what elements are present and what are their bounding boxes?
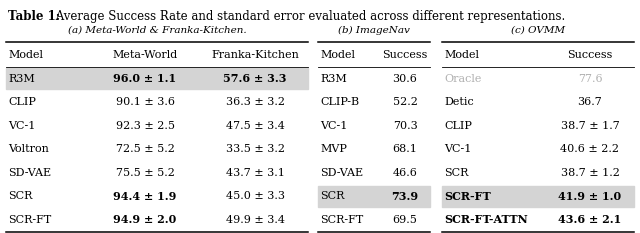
Text: 96.0 ± 1.1: 96.0 ± 1.1 — [113, 73, 177, 84]
Text: 72.5 ± 5.2: 72.5 ± 5.2 — [116, 144, 175, 154]
Text: SCR: SCR — [320, 191, 344, 201]
Text: Table 1:: Table 1: — [8, 10, 60, 23]
Text: 36.3 ± 3.2: 36.3 ± 3.2 — [225, 97, 285, 107]
Text: Voltron: Voltron — [8, 144, 49, 154]
Text: 46.6: 46.6 — [392, 168, 417, 178]
Text: 38.7 ± 1.7: 38.7 ± 1.7 — [561, 121, 620, 131]
Text: 33.5 ± 3.2: 33.5 ± 3.2 — [225, 144, 285, 154]
Text: 43.7 ± 3.1: 43.7 ± 3.1 — [225, 168, 284, 178]
Text: SCR-FT: SCR-FT — [320, 215, 364, 225]
Text: MVP: MVP — [320, 144, 347, 154]
Bar — [442, 186, 634, 207]
Text: 92.3 ± 2.5: 92.3 ± 2.5 — [115, 121, 175, 131]
Text: 68.1: 68.1 — [392, 144, 417, 154]
Text: Franka-Kitchen: Franka-Kitchen — [211, 50, 299, 60]
Text: 30.6: 30.6 — [392, 74, 417, 84]
Text: Average Success Rate and standard error evaluated across different representatio: Average Success Rate and standard error … — [52, 10, 565, 23]
Text: 77.6: 77.6 — [578, 74, 602, 84]
Text: R3M: R3M — [320, 74, 347, 84]
Text: (a) Meta-World & Franka-Kitchen.: (a) Meta-World & Franka-Kitchen. — [68, 25, 246, 34]
Text: 43.6 ± 2.1: 43.6 ± 2.1 — [558, 214, 621, 225]
Text: Detic: Detic — [444, 97, 474, 107]
Text: (b) ImageNav: (b) ImageNav — [338, 25, 410, 34]
Text: 52.2: 52.2 — [392, 97, 417, 107]
Text: 94.4 ± 1.9: 94.4 ± 1.9 — [113, 191, 177, 202]
Text: 49.9 ± 3.4: 49.9 ± 3.4 — [225, 215, 285, 225]
Text: 70.3: 70.3 — [392, 121, 417, 131]
Text: SCR-FT: SCR-FT — [8, 215, 51, 225]
Text: CLIP: CLIP — [444, 121, 472, 131]
Text: 73.9: 73.9 — [392, 191, 419, 202]
Text: 36.7: 36.7 — [578, 97, 602, 107]
Text: VC-1: VC-1 — [444, 144, 472, 154]
Text: 41.9 ± 1.0: 41.9 ± 1.0 — [559, 191, 621, 202]
Text: VC-1: VC-1 — [320, 121, 348, 131]
Text: CLIP: CLIP — [8, 97, 36, 107]
Text: CLIP-B: CLIP-B — [320, 97, 359, 107]
Text: Meta-World: Meta-World — [113, 50, 178, 60]
Text: SCR: SCR — [444, 168, 468, 178]
Bar — [6, 69, 308, 89]
Text: 57.6 ± 3.3: 57.6 ± 3.3 — [223, 73, 287, 84]
Bar — [318, 186, 430, 207]
Text: 90.1 ± 3.6: 90.1 ± 3.6 — [115, 97, 175, 107]
Text: Model: Model — [320, 50, 355, 60]
Text: Model: Model — [444, 50, 479, 60]
Text: 45.0 ± 3.3: 45.0 ± 3.3 — [225, 191, 285, 201]
Text: 47.5 ± 3.4: 47.5 ± 3.4 — [225, 121, 284, 131]
Text: 94.9 ± 2.0: 94.9 ± 2.0 — [113, 214, 177, 225]
Text: R3M: R3M — [8, 74, 35, 84]
Text: SCR: SCR — [8, 191, 33, 201]
Text: Success: Success — [382, 50, 428, 60]
Text: SD-VAE: SD-VAE — [8, 168, 51, 178]
Text: SD-VAE: SD-VAE — [320, 168, 363, 178]
Text: 69.5: 69.5 — [392, 215, 417, 225]
Text: SCR-FT-ATTN: SCR-FT-ATTN — [444, 214, 528, 225]
Text: (c) OVMM: (c) OVMM — [511, 25, 565, 34]
Text: 38.7 ± 1.2: 38.7 ± 1.2 — [561, 168, 620, 178]
Text: 40.6 ± 2.2: 40.6 ± 2.2 — [561, 144, 620, 154]
Text: 75.5 ± 5.2: 75.5 ± 5.2 — [116, 168, 175, 178]
Text: Oracle: Oracle — [444, 74, 481, 84]
Text: Success: Success — [567, 50, 612, 60]
Text: SCR-FT: SCR-FT — [444, 191, 491, 202]
Text: Model: Model — [8, 50, 43, 60]
Text: VC-1: VC-1 — [8, 121, 35, 131]
